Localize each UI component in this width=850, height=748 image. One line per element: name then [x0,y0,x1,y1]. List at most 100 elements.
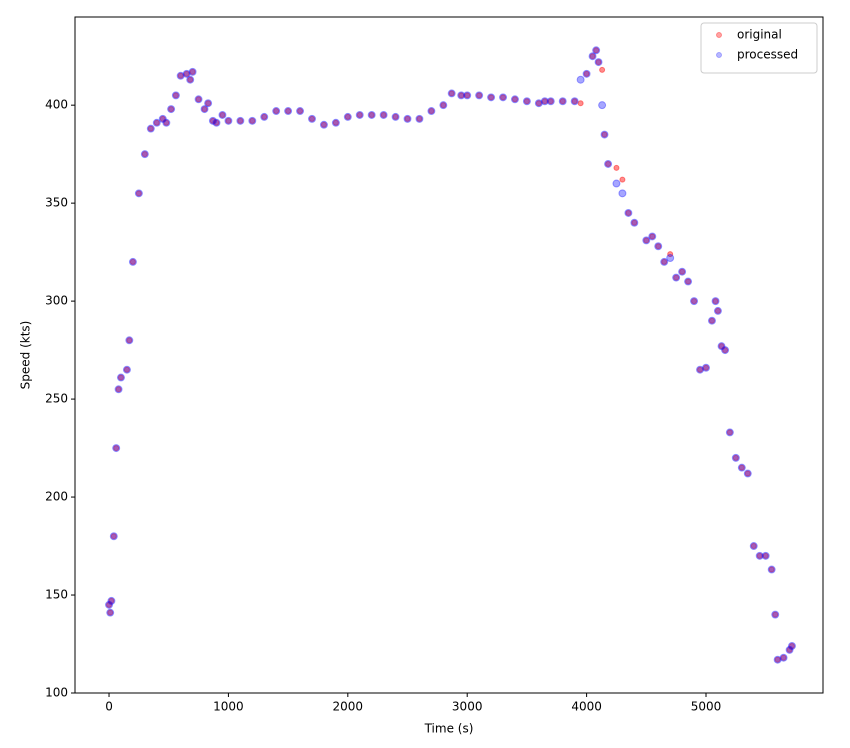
point [200,105,209,114]
point [768,566,775,573]
point [696,365,705,374]
point [592,46,601,55]
point [464,92,471,99]
point [718,343,725,350]
y-tick-label: 300 [45,294,68,308]
point [546,97,555,106]
point [113,445,120,452]
point [589,53,596,60]
point [194,95,203,104]
point [487,93,496,102]
point [187,76,194,83]
point [171,91,180,100]
point [593,47,600,54]
point [224,116,233,125]
point [605,160,612,167]
point [307,114,316,123]
point [319,120,328,129]
point [594,58,603,67]
point [785,645,794,654]
point [535,100,542,107]
point [110,533,117,540]
point [750,543,757,550]
point [126,337,133,344]
point [684,277,693,286]
point [654,242,663,251]
point [749,542,758,551]
point [125,336,134,345]
point [195,96,202,103]
point [697,366,704,373]
point [576,75,585,84]
point [209,117,216,124]
point [428,108,435,115]
point [541,98,548,105]
point [344,113,351,120]
point [379,110,388,119]
y-tick-label: 250 [45,392,68,406]
point [146,124,155,133]
point [147,125,154,132]
point [707,316,716,325]
series-1 [105,46,796,664]
y-tick-label: 200 [45,490,68,504]
point [448,90,455,97]
point [722,347,729,354]
point [260,112,269,121]
legend-marker [716,32,722,38]
legend-box [700,22,818,74]
point [500,94,507,101]
x-tick-label: 1000 [213,700,244,714]
point [737,463,746,472]
point [743,469,752,478]
point [661,258,668,265]
point [108,597,115,604]
point [158,114,167,123]
point [613,164,620,171]
point [168,106,175,113]
point [176,71,185,80]
point [780,654,787,661]
point [177,72,184,79]
point [583,70,590,77]
point [547,98,554,105]
point [248,116,257,125]
point [701,363,710,372]
point [582,69,591,78]
point [600,130,609,139]
point [713,306,722,315]
point [475,91,484,100]
point [457,91,466,100]
point [331,118,340,127]
point [355,110,364,119]
point [112,444,121,453]
point [772,611,779,618]
point [660,257,669,266]
point [439,101,448,110]
point [116,373,125,382]
point [787,641,796,650]
point [128,257,137,266]
point [779,653,788,662]
point [672,273,681,282]
point [218,110,227,119]
point [114,385,123,394]
point [673,274,680,281]
point [731,453,740,462]
point [767,565,776,574]
point [188,67,197,76]
point [213,119,220,126]
point [225,117,232,124]
point [332,119,339,126]
point [598,101,607,110]
point [107,609,114,616]
point [499,93,508,102]
point [726,429,733,436]
point [588,52,597,61]
point [612,179,621,188]
point [106,601,113,608]
point [140,150,149,159]
point [392,113,399,120]
point [205,100,212,107]
point [219,111,226,118]
